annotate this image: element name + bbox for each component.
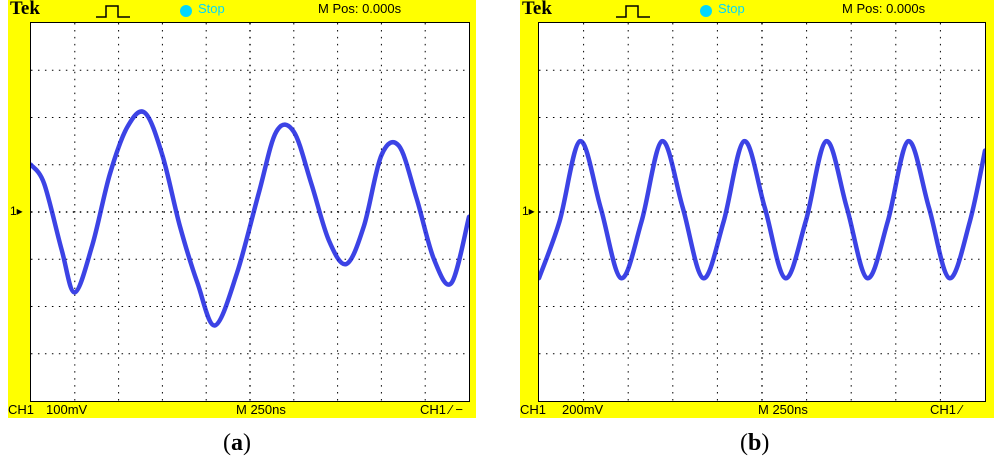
brand-label: Tek (10, 0, 40, 19)
run-state-label: Stop (718, 1, 745, 16)
trigger-pulse-icon (616, 5, 650, 18)
m-pos-readout: M Pos: 0.000s (318, 1, 402, 16)
waveform-trace (539, 138, 985, 281)
waveform-plot (31, 23, 469, 401)
run-state-dot-icon (180, 5, 192, 17)
brand-label: Tek (522, 0, 552, 19)
scope-screen (30, 22, 470, 402)
run-state-label: Stop (198, 1, 225, 16)
ch1-ground-marker: 1▸ (10, 204, 23, 218)
run-state-dot-icon (700, 5, 712, 17)
caption-b: (b) (740, 430, 770, 456)
caption-a: (a) (223, 430, 251, 456)
scope-screen (538, 22, 986, 402)
waveform-trace (31, 109, 469, 328)
channel-label: CH1 (520, 402, 547, 417)
waveform-plot (539, 23, 985, 401)
trigger-readout: CH1 ⁄ (930, 402, 962, 417)
channel-label: CH1 (8, 402, 35, 417)
ch1-ground-marker: 1▸ (522, 204, 535, 218)
time-div-readout: M 250ns (758, 402, 808, 417)
time-div-readout: M 250ns (236, 402, 286, 417)
oscilloscope-a: Tek Stop M Pos: 0.000s ▼ 1▸ CH1 100mV M … (8, 0, 476, 418)
m-pos-readout: M Pos: 0.000s (842, 1, 926, 16)
volts-div-readout: 200mV (562, 402, 604, 417)
trigger-readout: CH1 ⁄ − (420, 402, 463, 417)
trigger-pulse-icon (96, 5, 130, 18)
volts-div-readout: 100mV (46, 402, 88, 417)
oscilloscope-b: Tek Stop M Pos: 0.000s ▼ 1▸ CH1 200mV M … (520, 0, 994, 418)
